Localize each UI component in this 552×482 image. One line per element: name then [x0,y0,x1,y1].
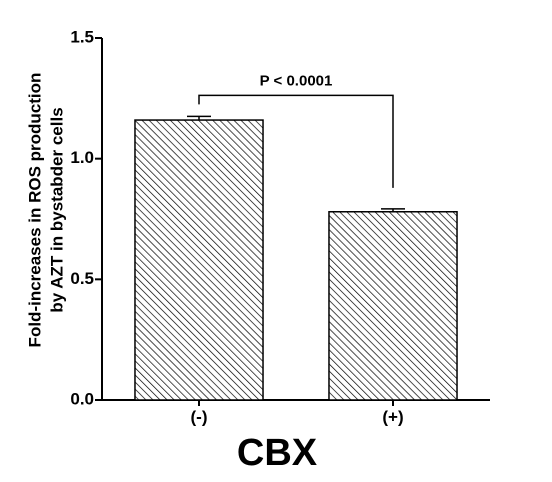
x-tick-label: (-) [191,407,208,426]
y-axis-title: by AZT in bystabder cells [47,107,66,312]
y-tick-label: 0.5 [70,269,94,288]
y-tick-label: 1.0 [70,148,94,167]
bar [328,211,458,401]
significance-bracket [198,94,394,188]
y-axis-title: Fold-increases in ROS production [25,73,44,348]
annotation: P < 0.0001 [260,72,333,89]
bar [134,119,264,401]
y-title-group: Fold-increases in ROS production by AZT … [25,73,66,348]
y-tick-label: 0.0 [70,389,94,408]
y-tick-label: 1.5 [70,27,94,46]
x-axis-title: CBX [237,432,318,474]
x-tick-label: (+) [382,407,403,426]
